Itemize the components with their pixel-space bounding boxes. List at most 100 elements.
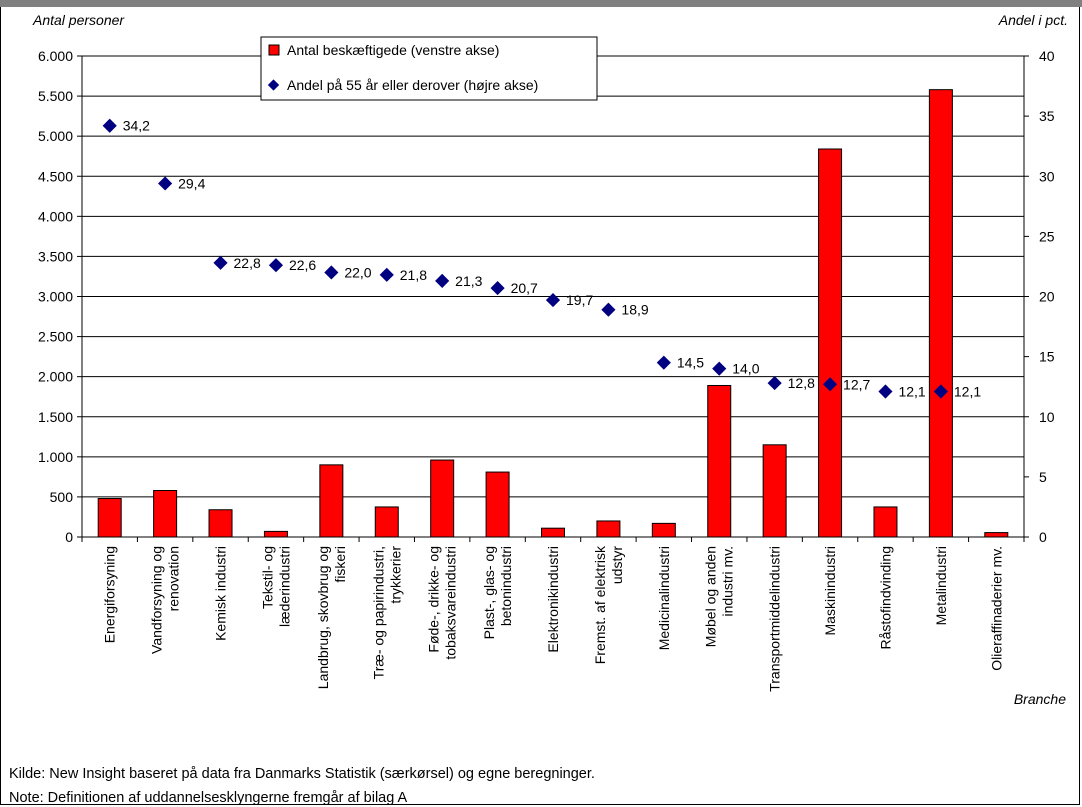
- tick-labels: 0 500 1.000 1.500 2.000 2.500 3.000 3.500 4.000 4…: [38, 48, 1055, 692]
- left-tick-label: 5.000: [38, 128, 73, 144]
- category-label-line: Olieraffinaderier mv.: [988, 546, 1004, 671]
- category-label-line: Landbrug, skovbrug og: [315, 546, 331, 689]
- bar: [374, 506, 399, 538]
- bar: [873, 506, 898, 538]
- source-note: Kilde: New Insight baseret på data fra D…: [9, 766, 595, 782]
- marker-point: [878, 384, 893, 399]
- axes: [77, 55, 1029, 542]
- category-label-line: betonindustri: [498, 546, 514, 626]
- bar: [430, 459, 455, 538]
- right-tick-label: 30: [1039, 168, 1055, 184]
- marker-data-label: 20,7: [511, 280, 538, 296]
- bar: [984, 532, 1009, 538]
- window-top-bar: [0, 0, 1082, 7]
- left-tick-label: 1.000: [38, 449, 73, 465]
- right-tick-label: 20: [1039, 289, 1055, 305]
- category-label: Olieraffinaderier mv.: [988, 546, 1004, 671]
- marker-point: [324, 265, 339, 280]
- marker-data-label: 21,3: [455, 273, 482, 289]
- category-label-line: Metalindustri: [933, 546, 949, 625]
- bar: [263, 530, 288, 538]
- marker-data-label: 34,2: [123, 118, 150, 134]
- category-label-line: Møbel og anden: [703, 546, 719, 647]
- right-tick-label: 35: [1039, 108, 1055, 124]
- bar: [818, 148, 843, 538]
- left-tick-label: 0: [65, 529, 73, 545]
- category-label: Medicinalindustri: [656, 546, 672, 650]
- bar: [928, 89, 953, 538]
- marker-data-label: 12,1: [954, 383, 981, 399]
- legend-box: [260, 36, 598, 101]
- left-tick-label: 3.000: [38, 289, 73, 305]
- marker-series: 34,2 29,4 22,8 22,6 22,0 21,8 21,3 20,7 19,7 18,9…: [102, 118, 981, 399]
- marker-point: [102, 118, 117, 133]
- marker-point: [656, 355, 671, 370]
- category-label: Energiforsyning: [102, 546, 118, 643]
- category-label: Metalindustri: [933, 546, 949, 625]
- bar: [485, 471, 510, 538]
- category-label-line: Råstofindvinding: [877, 546, 893, 650]
- bar: [541, 527, 565, 538]
- bar: [319, 464, 344, 538]
- category-label-line: renovation: [166, 546, 182, 611]
- category-label-line: Træ- og papirindustri,: [370, 546, 386, 679]
- marker-data-label: 29,4: [178, 175, 205, 191]
- marker-data-label: 19,7: [566, 292, 593, 308]
- category-label: Elektronikindustri: [545, 546, 561, 653]
- bar: [208, 509, 233, 538]
- marker-point: [435, 273, 450, 288]
- category-label-line: Elektronikindustri: [545, 546, 561, 653]
- marker-point: [158, 176, 173, 191]
- bar: [97, 498, 122, 538]
- right-tick-label: 5: [1039, 469, 1047, 485]
- category-label: Kemisk industri: [213, 546, 229, 641]
- right-tick-label: 15: [1039, 349, 1055, 365]
- marker-data-label: 14,0: [732, 361, 759, 377]
- category-label-line: udstyr: [609, 546, 625, 584]
- category-label-line: trykkerier: [387, 546, 403, 604]
- category-label: Råstofindvinding: [877, 546, 893, 650]
- bar: [762, 444, 787, 538]
- marker-point: [933, 384, 948, 399]
- x-axis-title: Branche: [1014, 691, 1066, 707]
- right-axis-title: Andel i pct.: [998, 12, 1068, 28]
- left-tick-label: 4.000: [38, 208, 73, 224]
- legend-bar-swatch: [268, 44, 280, 56]
- marker-data-label: 12,1: [898, 383, 925, 399]
- category-label-line: Fremst. af elektrisk: [592, 545, 608, 664]
- marker-point: [767, 376, 782, 391]
- marker-data-label: 22,0: [344, 264, 371, 280]
- left-tick-label: 6.000: [38, 48, 73, 64]
- category-label: Møbel og andenindustri mv.: [703, 546, 736, 647]
- marker-point: [601, 302, 616, 317]
- marker-data-label: 12,7: [843, 376, 870, 392]
- marker-point: [490, 281, 505, 296]
- category-label-line: Medicinalindustri: [656, 546, 672, 650]
- marker-point: [822, 377, 838, 392]
- left-tick-label: 4.500: [38, 168, 73, 184]
- legend: Antal beskæftigede (venstre akse) Andel …: [260, 36, 598, 101]
- category-label: Træ- og papirindustri,trykkerier: [370, 546, 403, 680]
- marker-data-label: 22,8: [234, 255, 261, 271]
- category-label-line: fiskeri: [332, 546, 348, 583]
- category-label: Landbrug, skovbrug ogfiskeri: [315, 546, 348, 689]
- bar: [596, 520, 621, 538]
- right-tick-label: 25: [1039, 228, 1055, 244]
- left-tick-label: 1.500: [38, 409, 73, 425]
- category-label-line: tobaksvareindustri: [443, 546, 459, 660]
- marker-data-label: 18,9: [621, 302, 648, 318]
- bar: [153, 490, 178, 538]
- left-axis-title: Antal personer: [32, 12, 125, 28]
- category-label-line: industri mv.: [720, 546, 736, 617]
- legend-bar-label: Antal beskæftigede (venstre akse): [287, 42, 499, 58]
- category-label-line: Tekstil- og: [259, 546, 275, 609]
- marker-data-label: 14,5: [677, 355, 704, 371]
- category-label-line: læderindustri: [276, 546, 292, 627]
- bar: [707, 384, 732, 538]
- bar-series: [97, 89, 1009, 538]
- chart-frame: [0, 7, 1080, 805]
- category-label: Fremst. af elektriskudstyr: [592, 545, 625, 664]
- left-tick-label: 5.500: [38, 88, 73, 104]
- marker-point: [268, 258, 284, 273]
- category-label: Plast-, glas- ogbetonindustri: [481, 546, 514, 639]
